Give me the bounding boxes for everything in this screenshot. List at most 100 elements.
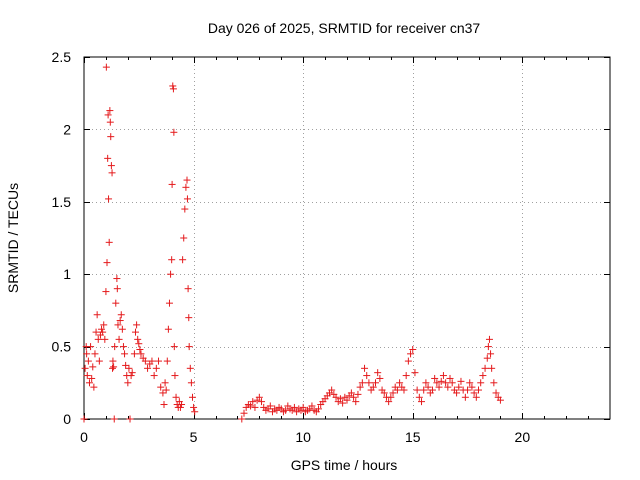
data-point bbox=[191, 408, 199, 416]
data-point bbox=[113, 275, 121, 283]
data-point bbox=[418, 398, 426, 406]
data-point bbox=[98, 325, 106, 333]
data-point bbox=[167, 270, 175, 278]
data-point bbox=[188, 393, 196, 401]
data-point bbox=[343, 396, 351, 404]
data-point bbox=[453, 389, 461, 397]
data-point bbox=[127, 372, 135, 380]
x-tick-labels: 0 5 10 15 20 bbox=[80, 429, 530, 445]
data-point bbox=[400, 386, 408, 394]
data-point bbox=[387, 393, 395, 401]
data-point bbox=[299, 403, 307, 411]
data-point bbox=[88, 374, 96, 382]
data-point bbox=[415, 393, 423, 401]
data-point bbox=[479, 372, 487, 380]
data-point bbox=[393, 386, 401, 394]
data-point bbox=[165, 299, 173, 307]
data-point bbox=[481, 364, 489, 372]
data-point bbox=[104, 154, 112, 162]
data-point bbox=[134, 335, 142, 343]
data-point bbox=[490, 379, 498, 387]
data-point bbox=[103, 259, 111, 267]
data-point bbox=[144, 364, 152, 372]
data-point bbox=[332, 393, 340, 401]
data-point bbox=[164, 325, 172, 333]
data-point bbox=[178, 401, 186, 409]
data-point bbox=[101, 335, 109, 343]
data-point bbox=[87, 343, 95, 351]
data-point bbox=[461, 393, 469, 401]
data-point bbox=[105, 195, 113, 203]
data-point bbox=[157, 383, 165, 391]
data-point bbox=[84, 357, 92, 365]
data-point bbox=[162, 386, 170, 394]
data-point bbox=[411, 369, 419, 377]
data-point bbox=[90, 383, 98, 391]
data-point bbox=[431, 374, 439, 382]
data-point bbox=[251, 403, 259, 411]
data-point bbox=[135, 340, 143, 348]
data-point bbox=[163, 357, 171, 365]
data-point bbox=[171, 372, 179, 380]
data-point bbox=[435, 383, 443, 391]
data-point bbox=[128, 369, 136, 377]
data-point bbox=[104, 111, 112, 119]
data-point bbox=[108, 169, 116, 177]
y-tick-labels: 0 0.5 1 1.5 2 2.5 bbox=[52, 49, 72, 427]
data-point bbox=[444, 383, 452, 391]
data-point bbox=[106, 107, 114, 115]
data-points bbox=[80, 63, 504, 423]
data-point bbox=[136, 345, 144, 353]
x-tick-label: 20 bbox=[515, 429, 531, 445]
data-point bbox=[413, 386, 421, 394]
x-tick-label: 10 bbox=[295, 429, 311, 445]
data-point bbox=[161, 379, 169, 387]
data-point bbox=[409, 345, 417, 353]
data-point bbox=[111, 343, 119, 351]
data-point bbox=[477, 379, 485, 387]
data-point bbox=[125, 364, 133, 372]
data-point bbox=[190, 403, 198, 411]
data-point bbox=[110, 415, 118, 423]
data-point bbox=[371, 379, 379, 387]
axis-ticks bbox=[84, 57, 610, 420]
data-point bbox=[483, 354, 491, 362]
x-tick-label: 0 bbox=[80, 429, 88, 445]
data-point bbox=[107, 133, 115, 141]
data-point bbox=[485, 335, 493, 343]
data-point bbox=[361, 364, 369, 372]
data-point bbox=[437, 377, 445, 385]
data-point bbox=[439, 372, 447, 380]
data-point bbox=[168, 180, 176, 188]
data-point bbox=[466, 379, 474, 387]
plot-frame bbox=[83, 56, 611, 420]
data-point bbox=[186, 364, 194, 372]
data-point bbox=[122, 361, 130, 369]
data-point bbox=[433, 379, 441, 387]
data-point bbox=[112, 299, 120, 307]
x-tick-label: 15 bbox=[405, 429, 421, 445]
data-point bbox=[102, 288, 110, 296]
data-point bbox=[91, 350, 99, 358]
data-point bbox=[133, 321, 141, 329]
data-point bbox=[172, 393, 180, 401]
data-point bbox=[113, 285, 121, 293]
data-point bbox=[170, 128, 178, 136]
data-point bbox=[487, 350, 495, 358]
data-point bbox=[455, 383, 463, 391]
data-point bbox=[420, 386, 428, 394]
data-point bbox=[266, 402, 274, 410]
data-point bbox=[187, 379, 195, 387]
data-point bbox=[290, 403, 298, 411]
data-point bbox=[448, 379, 456, 387]
data-point bbox=[182, 183, 190, 191]
data-point bbox=[160, 401, 168, 409]
y-axis-label: SRMTID / TECUs bbox=[5, 183, 21, 293]
data-point bbox=[170, 343, 178, 351]
data-point bbox=[124, 379, 132, 387]
data-point bbox=[358, 379, 366, 387]
data-point bbox=[80, 415, 88, 423]
data-point bbox=[184, 285, 192, 293]
data-point bbox=[85, 379, 93, 387]
data-point bbox=[369, 383, 377, 391]
